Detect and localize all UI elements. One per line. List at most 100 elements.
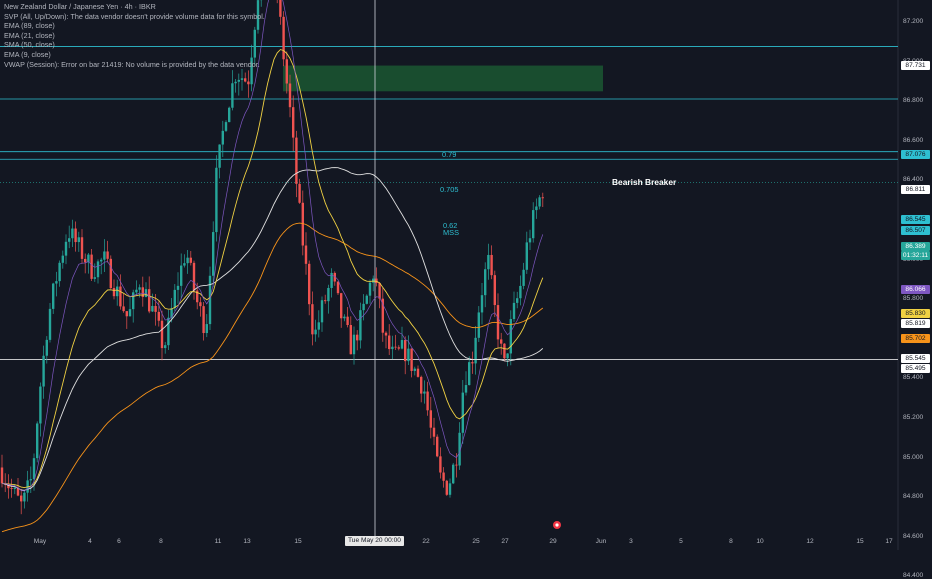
x-tick-label: 3 [629,538,633,545]
candle [302,191,304,256]
y-tick-label: 85.000 [903,454,923,461]
candle [378,282,380,308]
indicator-legend: New Zealand Dollar / Japanese Yen · 4h ·… [4,2,265,69]
candle [126,311,128,329]
candle [538,195,540,209]
candle [276,0,278,3]
candle [177,272,179,303]
candle [337,282,339,295]
candle [142,277,144,307]
candle [84,253,86,273]
candle [426,382,428,416]
candle [430,397,432,438]
candle [23,491,25,509]
price-label-86811: 86.811 [901,185,930,194]
candle [26,471,28,502]
x-tick-label: 10 [756,538,763,545]
price-label-85545: 85.545 [901,354,930,363]
candle [487,244,489,280]
candle [132,290,134,323]
x-tick-label: 17 [885,538,892,545]
x-tick-label: 15 [856,538,863,545]
candle [529,230,531,250]
candle [446,480,448,496]
candle [391,336,393,359]
candle [129,296,131,316]
candle [334,271,336,285]
candle [462,380,464,444]
candle [148,276,150,313]
y-tick-label: 85.400 [903,374,923,381]
candle [436,434,438,457]
candle [375,267,377,286]
bearish-breaker-label: Bearish Breaker [612,177,676,187]
candle [279,0,281,25]
candle [359,303,361,349]
price-label-current: 86.389 [901,242,930,251]
x-tick-label: Jun [596,538,607,545]
candle [481,283,483,325]
candle [100,258,102,274]
candle [519,276,521,306]
candle [305,232,307,274]
candle [247,70,249,97]
candle [215,155,217,241]
bearish-breaker-zone [283,66,603,92]
price-label-ema21: 85.830 [901,309,930,318]
price-label-ema89: 85.702 [901,334,930,343]
candle [7,474,9,498]
candle [238,74,240,96]
legend-ema89: EMA (89, close) [4,21,265,31]
event-marker-dot [555,523,558,526]
price-chart[interactable] [0,0,932,550]
candle [183,254,185,267]
candle [465,371,467,395]
candle [350,316,352,354]
candle [113,280,115,300]
x-tick-label: 12 [806,538,813,545]
candle [164,342,166,354]
candle [468,356,470,385]
candle [385,331,387,348]
candle [497,293,499,348]
candle [97,259,99,283]
fib-label-079: 0.79 [442,150,456,159]
candle [190,251,192,265]
candle [231,70,233,110]
x-tick-label: 8 [729,538,733,545]
candle [311,291,313,345]
candle [330,268,332,297]
candle [10,479,12,498]
candle [394,335,396,350]
candle [39,382,41,436]
candle [81,229,83,264]
candle [94,263,96,282]
candle [241,69,243,91]
candle [116,280,118,306]
price-label-sma50: 85.819 [901,319,930,328]
candle [180,253,182,298]
candle [225,120,227,132]
candle [52,283,54,314]
candle [167,310,169,350]
candle [218,144,220,178]
x-tick-label: 11 [215,538,222,545]
candle [542,193,544,207]
y-tick-label: 86.800 [903,97,923,104]
candle [314,320,316,342]
candle [30,466,32,493]
candle [36,421,38,462]
price-label-87076: 87.076 [901,150,930,159]
candle [522,263,524,289]
price-label-86545: 86.545 [901,215,930,224]
candle [346,307,348,327]
candle [442,467,444,487]
candle [471,352,473,374]
x-tick-label: 15 [294,538,301,545]
candle [513,292,515,322]
candle [414,367,416,376]
candle [353,326,355,364]
candle [103,239,105,272]
candle [327,285,329,314]
ema89-line [2,223,543,532]
